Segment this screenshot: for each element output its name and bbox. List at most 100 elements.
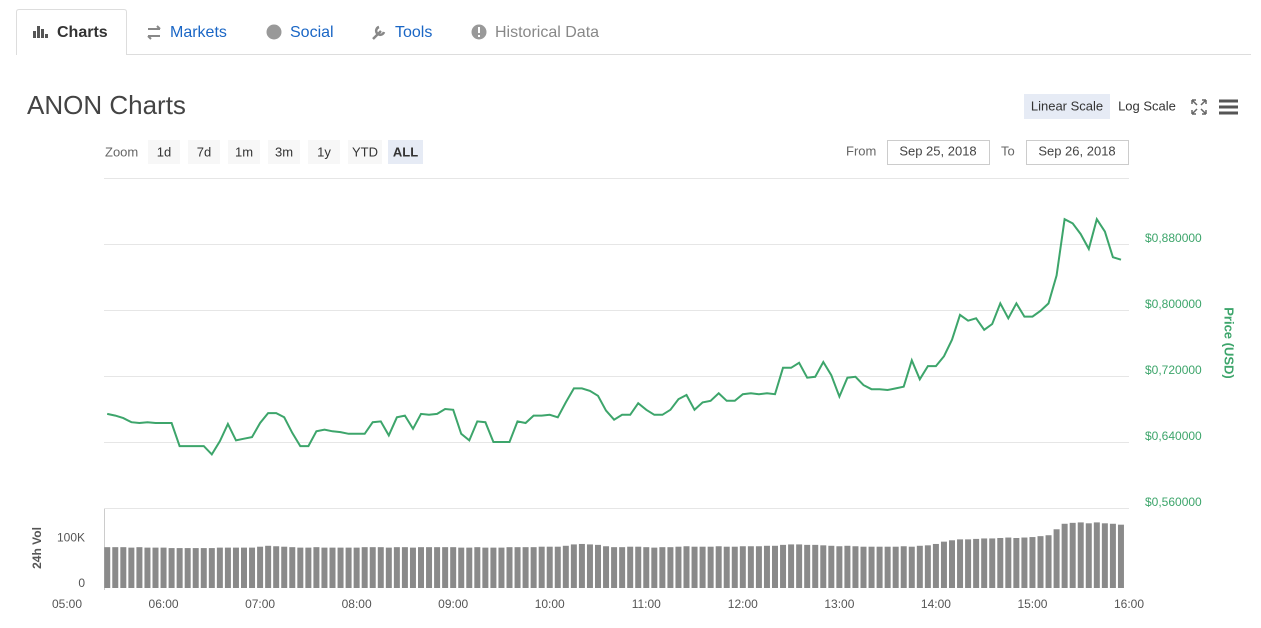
volume-bar	[241, 547, 247, 588]
tab[interactable]: Charts	[57, 24, 108, 41]
volume-bar	[1061, 523, 1068, 588]
info-icon-mark	[478, 27, 480, 33]
volume-bar	[635, 546, 642, 588]
volume-bar	[466, 547, 473, 588]
volume-bar	[506, 547, 513, 588]
zoom-button[interactable]	[148, 140, 180, 164]
volume-bar	[844, 545, 851, 588]
zoom-button[interactable]	[308, 140, 340, 164]
volume-bar	[1109, 523, 1116, 588]
volume-bar	[216, 547, 223, 588]
x-tick-label: 07:00	[245, 597, 275, 611]
volume-bar	[104, 547, 111, 588]
volume-bar	[796, 544, 803, 588]
volume-bar	[224, 547, 231, 588]
volume-bar	[900, 546, 907, 588]
volume-bar	[152, 547, 159, 588]
tab[interactable]: Social	[290, 24, 334, 41]
zoom-option[interactable]: 3m	[275, 144, 293, 159]
volume-bar	[297, 547, 304, 588]
volume-bar	[997, 537, 1004, 588]
fullscreen-icon[interactable]	[1191, 99, 1207, 115]
volume-bar	[1021, 537, 1028, 588]
volume-bar	[554, 546, 561, 588]
zoom-button[interactable]	[188, 140, 220, 164]
price-line	[106, 216, 1122, 457]
volume-bar	[257, 546, 264, 588]
volume-bar	[482, 547, 489, 588]
volume-bar	[812, 544, 819, 588]
tab[interactable]: Tools	[395, 24, 432, 41]
menu-icon[interactable]	[1219, 99, 1238, 115]
volume-bar	[860, 546, 867, 588]
volume-bar	[144, 547, 151, 588]
volume-bar	[538, 546, 545, 588]
volume-bar	[1045, 535, 1052, 588]
volume-bar	[418, 547, 424, 588]
zoom-button[interactable]	[228, 140, 260, 164]
volume-bar	[603, 546, 610, 588]
volume-bar	[168, 548, 175, 588]
volume-bar	[321, 547, 328, 588]
volume-bar	[353, 547, 360, 588]
volume-bar	[763, 545, 770, 588]
volume-bar	[385, 547, 392, 588]
zoom-option[interactable]: YTD	[352, 144, 378, 159]
x-tick-label: 15:00	[1017, 597, 1047, 611]
zoom-option[interactable]: 1m	[235, 144, 253, 159]
zoom-button[interactable]	[268, 140, 300, 164]
volume-bar	[490, 547, 497, 588]
to-label: To	[1001, 143, 1015, 158]
volume-bar	[868, 546, 875, 588]
zoom-button[interactable]	[348, 140, 382, 164]
volume-bar	[884, 546, 891, 588]
x-tick-label: 06:00	[149, 597, 179, 611]
from-input[interactable]	[887, 140, 990, 165]
zoom-option[interactable]: ALL	[393, 144, 418, 159]
volume-bar	[755, 546, 762, 588]
volume-bar	[442, 547, 449, 588]
volume-bar	[892, 546, 899, 588]
volume-bar	[619, 547, 626, 588]
zoom-option[interactable]: 7d	[197, 144, 211, 159]
x-tick-label: 12:00	[728, 597, 758, 611]
volume-bar	[683, 546, 690, 588]
volume-bar	[176, 548, 183, 588]
active-tab[interactable]	[16, 9, 127, 56]
volume-bar	[651, 547, 658, 588]
volume-bar	[723, 546, 730, 588]
tab[interactable]: Markets	[170, 24, 227, 41]
volume-bar	[643, 547, 650, 588]
volume-bar	[570, 544, 577, 588]
volume-bar	[112, 547, 119, 588]
volume-bar	[184, 548, 191, 588]
scale-button-bg[interactable]	[1024, 94, 1110, 119]
scale-button[interactable]: Log Scale	[1118, 98, 1176, 113]
volume-axis-title: 24h Vol	[30, 527, 44, 569]
volume-bar	[232, 547, 239, 588]
volume-bar	[578, 543, 585, 588]
scale-button[interactable]: Linear Scale	[1031, 98, 1103, 113]
volume-bar	[393, 547, 400, 588]
tab[interactable]: Historical Data	[495, 24, 599, 41]
volume-bar	[788, 544, 795, 588]
volume-bar	[675, 546, 682, 588]
social-icon	[266, 24, 282, 40]
zoom-option[interactable]: 1y	[317, 144, 331, 159]
volume-bar	[1093, 522, 1100, 588]
volume-bar	[369, 547, 376, 588]
price-axis-title: Price (USD)	[1222, 307, 1237, 379]
volume-bar	[957, 539, 964, 588]
volume-bar	[739, 546, 746, 588]
zoom-button[interactable]	[388, 140, 423, 164]
to-input[interactable]	[1026, 140, 1129, 165]
volume-bar	[836, 546, 843, 588]
volume-bar	[1085, 523, 1092, 588]
x-tick-label: 13:00	[824, 597, 854, 611]
tools-icon	[372, 25, 386, 40]
volume-bar	[208, 548, 215, 588]
zoom-option[interactable]: 1d	[157, 144, 171, 159]
volume-bar	[562, 545, 569, 588]
volume-bar	[1077, 522, 1084, 588]
